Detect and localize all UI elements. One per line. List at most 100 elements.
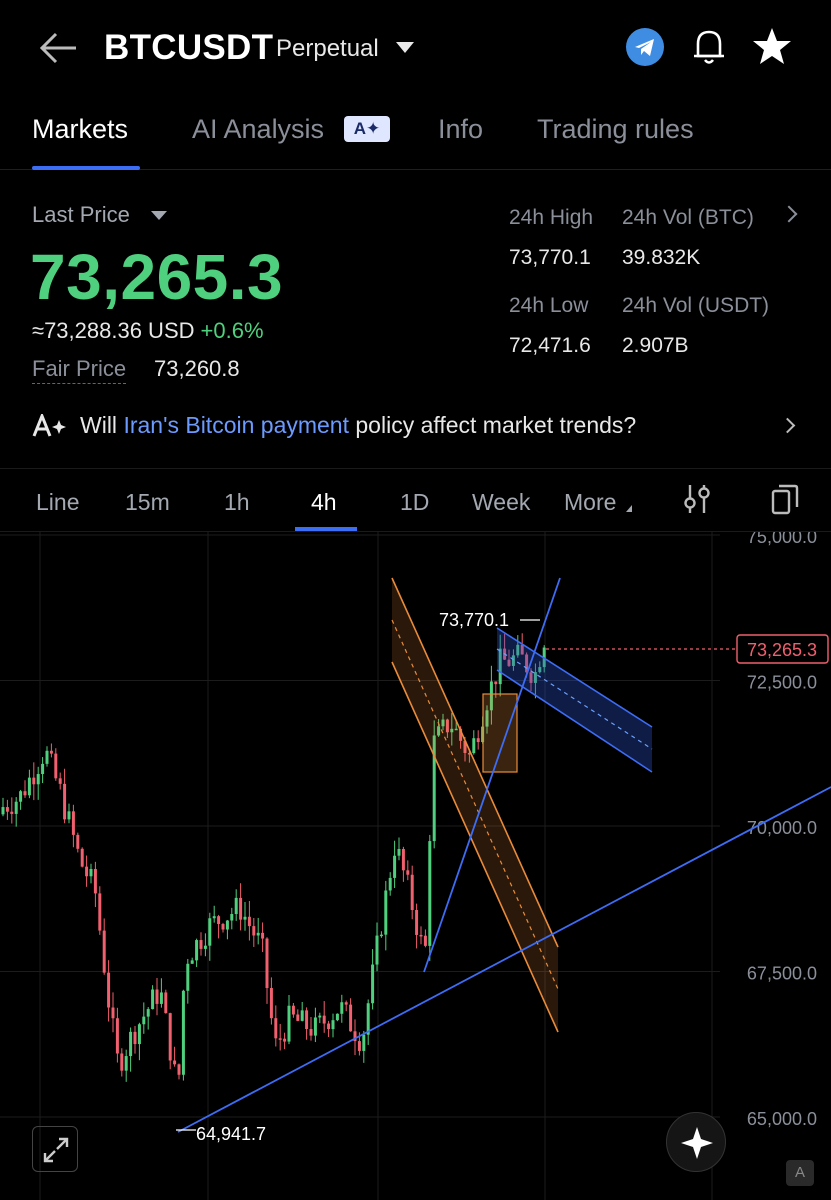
- candle-body: [27, 777, 31, 796]
- candlestick-chart[interactable]: 75,000.0 72,500.0 70,000.0 67,500.0 65,000.0…: [0, 532, 831, 1200]
- candle-body: [155, 989, 159, 1004]
- candle-body: [181, 990, 185, 1075]
- tab-ai-analysis[interactable]: AI Analysis: [192, 114, 325, 144]
- bell-icon[interactable]: [690, 26, 728, 68]
- candle-body: [49, 750, 53, 754]
- candle-body: [10, 811, 14, 814]
- candle-body: [234, 897, 238, 915]
- interval-4h[interactable]: 4h: [311, 489, 337, 515]
- candle-body: [111, 1007, 115, 1019]
- current-price-tag-box: [736, 634, 829, 664]
- candle-body: [335, 1013, 339, 1021]
- interval-week[interactable]: Week: [472, 489, 531, 515]
- star-icon[interactable]: [751, 26, 793, 66]
- interval-line[interactable]: Line: [36, 489, 80, 515]
- active-interval-indicator: [295, 527, 357, 531]
- candle-body: [67, 811, 71, 820]
- fair-price-label[interactable]: Fair Price: [32, 356, 127, 384]
- price-chart[interactable]: 75,000.0 72,500.0 70,000.0 67,500.0 65,000.0…: [0, 532, 831, 1200]
- candle-body: [274, 1018, 278, 1039]
- candle-body: [520, 644, 524, 655]
- candle-body: [489, 681, 493, 711]
- channel-mid-line: [391, 619, 559, 990]
- symbol-title[interactable]: BTCUSDT: [104, 28, 274, 67]
- price-axis-label: 70,000.0: [747, 818, 817, 838]
- candle-body: [190, 960, 194, 964]
- candle-body: [437, 726, 441, 736]
- candle-body: [371, 964, 375, 1004]
- candle-body: [494, 681, 498, 685]
- low-marker-label: 64,941.7: [196, 1124, 266, 1144]
- candle-body: [362, 1034, 366, 1051]
- candle-body: [375, 935, 379, 965]
- candle-body: [516, 644, 520, 656]
- chart-mode-badge[interactable]: A: [786, 1160, 814, 1186]
- last-price-label[interactable]: Last Price: [32, 202, 130, 227]
- candle-body: [525, 654, 529, 673]
- candle-body: [63, 783, 67, 820]
- candle-body: [23, 791, 27, 796]
- chevron-down-icon[interactable]: [396, 42, 414, 53]
- expand-button[interactable]: [32, 1126, 78, 1172]
- candle-body: [331, 1020, 335, 1030]
- candle-body: [476, 738, 480, 743]
- candle-body: [428, 841, 432, 946]
- candle-body: [291, 1005, 295, 1015]
- candle-body: [265, 938, 269, 989]
- candle-body: [283, 1038, 287, 1042]
- candle-body: [384, 890, 388, 935]
- ai-question-banner[interactable]: Will Iran's Bitcoin payment policy affec…: [32, 408, 812, 448]
- candle-body: [353, 1031, 357, 1042]
- candle-body: [406, 870, 410, 875]
- candle-body: [168, 1013, 172, 1061]
- blue-channel-upper: [496, 627, 653, 728]
- high-label: 24h High: [509, 206, 594, 229]
- candle-body: [388, 877, 392, 891]
- candle-body: [441, 719, 445, 727]
- price-axis-label: 75,000.0: [747, 532, 817, 547]
- candle-body: [472, 738, 476, 754]
- low-value: 72,471.6: [509, 334, 591, 357]
- interval-more[interactable]: More: [564, 489, 617, 515]
- tab-markets[interactable]: Markets: [32, 114, 129, 144]
- candle-body: [344, 1002, 348, 1005]
- fullscreen-toggle-icon[interactable]: [770, 483, 800, 515]
- candle-body: [445, 719, 449, 733]
- back-arrow-icon[interactable]: [36, 26, 80, 70]
- candle-body: [32, 777, 36, 785]
- contract-type[interactable]: Perpetual: [276, 35, 379, 62]
- candle-body: [58, 778, 62, 784]
- tab-info[interactable]: Info: [438, 114, 484, 144]
- main-tabs: Markets AI Analysis A✦ Info Trading rule…: [0, 96, 831, 170]
- candle-body: [124, 1056, 128, 1071]
- candle-body: [217, 916, 221, 925]
- candle-body: [80, 848, 84, 867]
- chevron-right-icon[interactable]: [780, 205, 798, 223]
- indicator-settings-icon[interactable]: [682, 483, 712, 515]
- candle-body: [41, 763, 45, 775]
- candle-body: [76, 834, 80, 849]
- interval-1h[interactable]: 1h: [224, 489, 250, 515]
- candle-body: [296, 1014, 300, 1021]
- ai-assistant-button[interactable]: [666, 1112, 726, 1172]
- candle-body: [71, 811, 75, 835]
- ai-icon: A✦: [344, 116, 390, 142]
- blue-channel-mid: [496, 648, 653, 750]
- candle-body: [203, 945, 207, 949]
- interval-15m[interactable]: 15m: [125, 489, 170, 515]
- candle-body: [397, 848, 401, 856]
- tab-trading-rules[interactable]: Trading rules: [537, 114, 694, 144]
- candle-body: [93, 869, 97, 894]
- candle-body: [423, 935, 427, 946]
- candle-body: [133, 1031, 137, 1045]
- interval-1d[interactable]: 1D: [400, 489, 430, 515]
- candle-body: [349, 1004, 353, 1032]
- chevron-down-icon[interactable]: [151, 211, 167, 220]
- current-price-tag: 73,265.3: [747, 640, 817, 660]
- candle-body: [313, 1017, 317, 1036]
- candle-body: [340, 1002, 344, 1014]
- expand-icon: [43, 1137, 69, 1163]
- candle-body: [305, 1010, 309, 1030]
- telegram-icon[interactable]: [626, 28, 664, 66]
- candle-body: [410, 874, 414, 911]
